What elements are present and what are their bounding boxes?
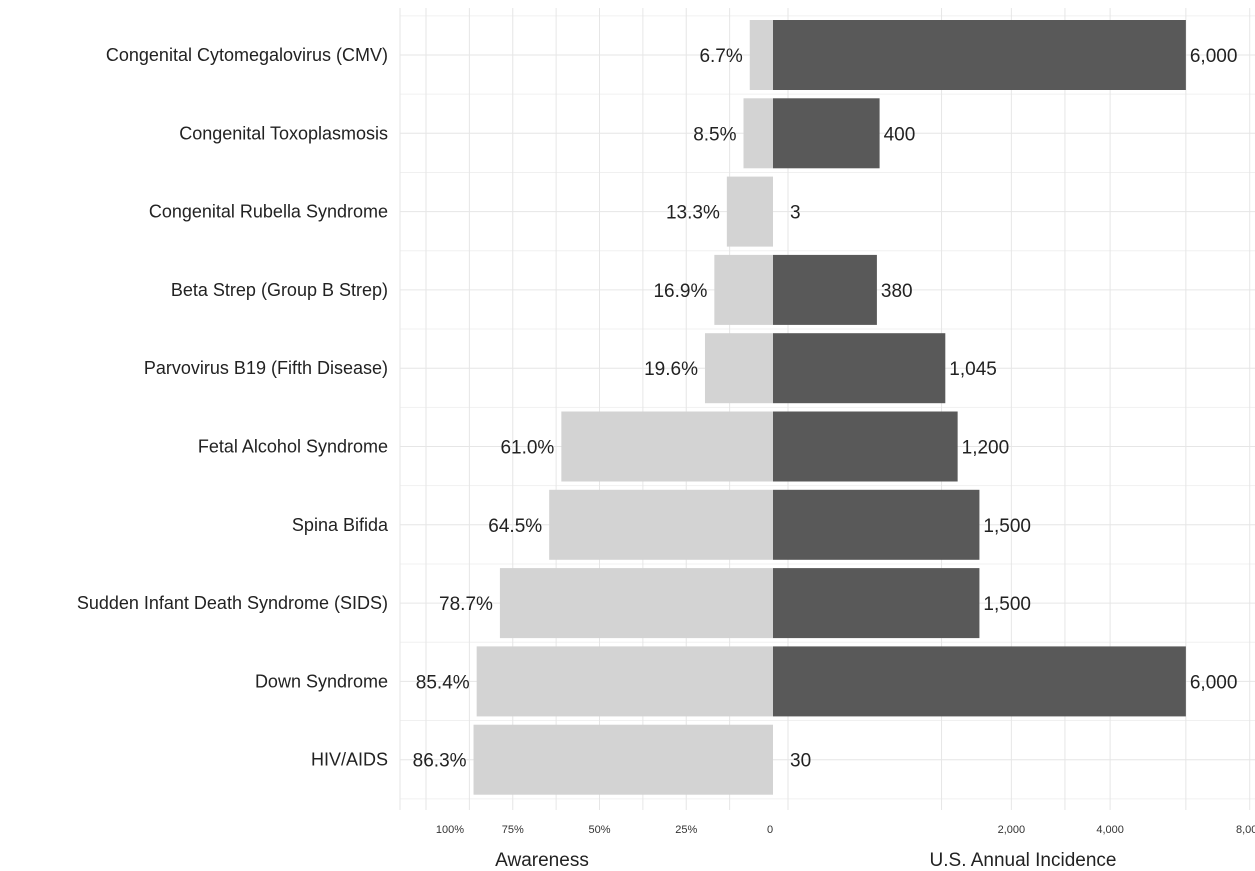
awareness-tick-label: 0 <box>767 824 773 836</box>
incidence-bar <box>773 568 980 639</box>
category-label: Spina Bifida <box>292 515 389 535</box>
incidence-value-label: 3 <box>790 203 801 224</box>
category-label: Sudden Infant Death Syndrome (SIDS) <box>77 593 388 613</box>
incidence-value-label: 1,045 <box>949 359 997 380</box>
incidence-bar <box>773 20 1186 90</box>
incidence-value-label: 6,000 <box>1190 672 1238 693</box>
awareness-bar <box>499 568 773 639</box>
category-label: Congenital Rubella Syndrome <box>149 202 388 222</box>
awareness-axis-title: Awareness <box>495 850 589 871</box>
awareness-value-label: 6.7% <box>699 46 742 67</box>
awareness-bar <box>726 176 773 247</box>
awareness-value-label: 61.0% <box>500 438 554 459</box>
awareness-bar <box>704 333 773 404</box>
awareness-bar <box>473 724 773 795</box>
incidence-bar <box>773 646 1186 717</box>
category-label: Fetal Alcohol Syndrome <box>198 437 388 457</box>
awareness-bar <box>714 254 773 325</box>
incidence-value-label: 30 <box>790 751 811 772</box>
incidence-value-label: 6,000 <box>1190 46 1238 67</box>
awareness-tick-label: 75% <box>502 824 524 836</box>
awareness-value-label: 13.3% <box>666 203 720 224</box>
category-label: Beta Strep (Group B Strep) <box>171 280 388 300</box>
awareness-value-label: 78.7% <box>439 594 493 615</box>
category-label: Congenital Toxoplasmosis <box>179 123 388 143</box>
incidence-bar <box>773 489 980 560</box>
incidence-bar <box>773 254 877 325</box>
awareness-tick-label: 50% <box>588 824 610 836</box>
incidence-bar <box>773 333 946 404</box>
category-label: Down Syndrome <box>255 671 388 691</box>
awareness-value-label: 16.9% <box>653 281 707 302</box>
awareness-value-label: 19.6% <box>644 359 698 380</box>
awareness-bar <box>743 98 773 169</box>
incidence-value-label: 400 <box>884 124 916 145</box>
awareness-value-label: 8.5% <box>693 124 736 145</box>
category-label: Congenital Cytomegalovirus (CMV) <box>106 45 388 65</box>
incidence-value-label: 1,200 <box>962 438 1010 459</box>
category-label: Parvovirus B19 (Fifth Disease) <box>144 358 388 378</box>
incidence-bar <box>773 411 958 482</box>
awareness-value-label: 85.4% <box>416 672 470 693</box>
category-label: HIV/AIDS <box>311 750 388 770</box>
incidence-value-label: 1,500 <box>983 594 1031 615</box>
awareness-value-label: 64.5% <box>488 516 542 537</box>
incidence-value-label: 380 <box>881 281 913 302</box>
incidence-tick-label: 2,000 <box>998 824 1026 836</box>
awareness-bar <box>476 646 773 717</box>
incidence-value-label: 1,500 <box>983 516 1031 537</box>
awareness-bar <box>561 411 773 482</box>
awareness-bar <box>549 489 773 560</box>
incidence-tick-label: 8,000 <box>1236 824 1255 836</box>
incidence-axis-title: U.S. Annual Incidence <box>930 850 1117 871</box>
incidence-bar <box>773 98 880 169</box>
incidence-tick-label: 4,000 <box>1096 824 1124 836</box>
awareness-value-label: 86.3% <box>413 751 467 772</box>
awareness-bar <box>749 20 773 90</box>
awareness-tick-label: 25% <box>675 824 697 836</box>
awareness-tick-label: 100% <box>436 824 464 836</box>
